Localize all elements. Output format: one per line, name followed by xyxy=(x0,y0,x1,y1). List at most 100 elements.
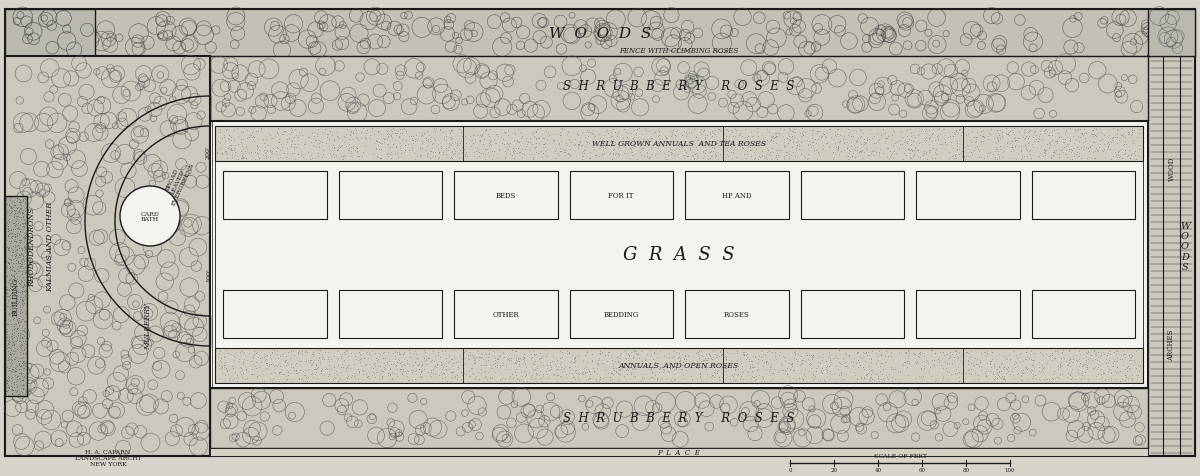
Point xyxy=(365,373,384,381)
Point xyxy=(990,368,1009,376)
Point xyxy=(986,143,1006,151)
Point xyxy=(674,151,694,159)
Point xyxy=(671,357,690,365)
Point xyxy=(0,228,18,235)
Point xyxy=(990,363,1009,371)
Point xyxy=(16,246,35,253)
Point xyxy=(990,153,1009,160)
Point xyxy=(263,150,282,158)
Point xyxy=(986,139,1006,147)
Point xyxy=(0,277,19,284)
Point xyxy=(863,368,882,376)
Point xyxy=(258,148,277,155)
Point xyxy=(1066,126,1085,133)
Point xyxy=(17,268,36,276)
Point xyxy=(331,143,350,151)
Point xyxy=(958,349,977,357)
Point xyxy=(1013,369,1032,377)
Point xyxy=(626,350,646,357)
Point xyxy=(257,361,276,369)
Point xyxy=(1051,147,1070,154)
Point xyxy=(670,357,689,365)
Point xyxy=(1021,356,1040,363)
Point xyxy=(511,369,530,377)
Point xyxy=(713,370,732,377)
Point xyxy=(1004,131,1024,139)
Point xyxy=(1036,148,1055,155)
Point xyxy=(1,210,20,218)
Point xyxy=(248,151,268,159)
Point xyxy=(730,370,749,378)
Point xyxy=(778,135,797,143)
Point xyxy=(901,133,920,140)
Point xyxy=(14,282,34,289)
Point xyxy=(392,369,412,377)
Point xyxy=(440,357,460,365)
Point xyxy=(220,143,239,151)
Point xyxy=(551,360,570,367)
Point xyxy=(277,376,296,383)
Point xyxy=(598,128,617,135)
Point xyxy=(498,365,517,373)
Point xyxy=(754,140,773,148)
Point xyxy=(499,357,518,364)
Point xyxy=(830,358,850,366)
Point xyxy=(1030,368,1049,376)
Point xyxy=(260,360,280,368)
Point xyxy=(348,366,367,373)
Point xyxy=(228,155,247,163)
Point xyxy=(733,348,752,356)
Point xyxy=(749,356,768,363)
Point xyxy=(1111,132,1130,139)
Point xyxy=(940,155,959,162)
Point xyxy=(16,349,35,357)
Point xyxy=(244,353,263,360)
Point xyxy=(796,372,815,380)
Point xyxy=(287,359,306,367)
Point xyxy=(572,152,592,160)
Point xyxy=(754,141,773,149)
Point xyxy=(384,360,403,367)
Point xyxy=(17,308,36,316)
Point xyxy=(493,136,512,144)
Point xyxy=(5,347,24,355)
Point xyxy=(694,149,713,157)
Point xyxy=(1064,145,1084,152)
Point xyxy=(264,362,283,370)
Point xyxy=(1020,354,1039,362)
Point xyxy=(218,350,238,357)
Point xyxy=(884,129,904,136)
Point xyxy=(556,149,575,157)
Point xyxy=(601,150,620,158)
Point xyxy=(13,293,32,301)
Point xyxy=(529,139,548,147)
Point xyxy=(961,360,980,367)
Point xyxy=(233,150,252,158)
Point xyxy=(409,366,428,373)
Point xyxy=(247,143,266,151)
Point xyxy=(0,337,19,345)
Point xyxy=(404,349,424,357)
Point xyxy=(275,370,294,377)
Point xyxy=(694,356,713,364)
Point xyxy=(786,355,805,363)
Point xyxy=(988,148,1007,155)
Point xyxy=(826,140,845,148)
Point xyxy=(748,366,767,374)
Point xyxy=(698,355,718,362)
Point xyxy=(400,147,419,155)
Point xyxy=(299,149,318,156)
Point xyxy=(914,148,934,155)
Point xyxy=(757,357,776,365)
Point xyxy=(232,148,251,156)
Point xyxy=(876,129,895,137)
Point xyxy=(888,138,907,146)
Point xyxy=(13,382,32,389)
Point xyxy=(991,127,1010,134)
Point xyxy=(0,279,18,287)
Point xyxy=(487,356,506,363)
Point xyxy=(479,140,498,148)
Point xyxy=(4,276,23,284)
Point xyxy=(874,150,893,158)
Point xyxy=(1075,360,1094,368)
